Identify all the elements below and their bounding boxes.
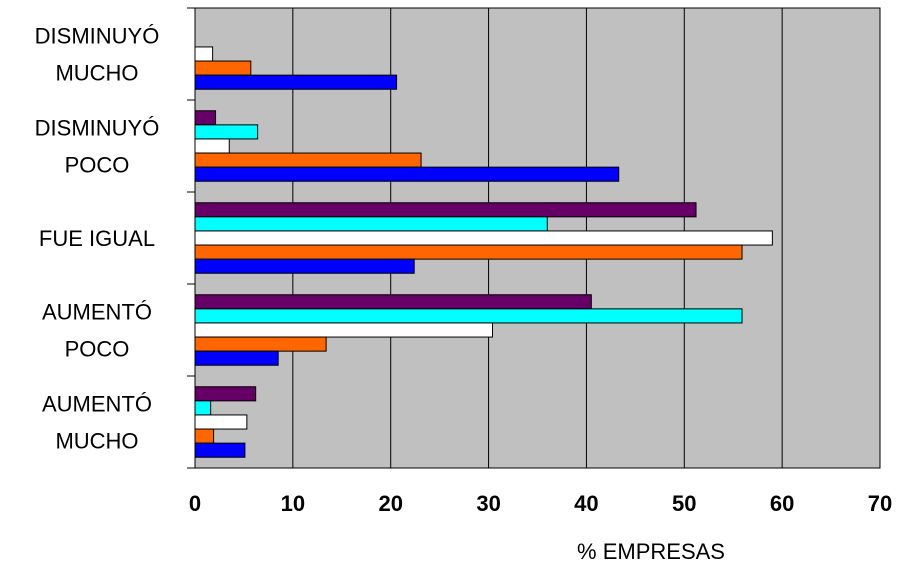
bar xyxy=(194,350,279,366)
x-tick-label: 20 xyxy=(378,491,402,516)
bar xyxy=(194,110,217,126)
bar xyxy=(194,74,398,90)
bar xyxy=(194,258,415,274)
bar xyxy=(194,308,743,324)
x-tick-labels: 0 10 20 30 40 50 60 70 xyxy=(189,491,892,516)
bar xyxy=(194,202,697,218)
category-label: AUMENTÓ MUCHO xyxy=(42,392,152,454)
bar xyxy=(194,124,259,140)
bar xyxy=(194,428,215,444)
bar xyxy=(194,442,246,458)
bar xyxy=(194,322,493,338)
category-label: FUE IGUAL xyxy=(39,226,155,251)
category-labels: DISMINUYÓ MUCHO DISMINUYÓ POCO FUE IGUAL AUME… xyxy=(35,24,160,454)
bar xyxy=(194,152,422,168)
bar xyxy=(194,294,592,310)
x-tick-label: 60 xyxy=(770,491,794,516)
bar xyxy=(194,386,257,402)
x-tick-label: 0 xyxy=(189,491,201,516)
x-tick-label: 50 xyxy=(672,491,696,516)
category-label: DISMINUYÓ MUCHO xyxy=(35,24,160,86)
x-tick-label: 10 xyxy=(281,491,305,516)
axes xyxy=(187,7,880,469)
bar xyxy=(194,216,548,232)
category-label: AUMENTÓ POCO xyxy=(42,300,152,362)
x-tick-label: 30 xyxy=(476,491,500,516)
category-label: DISMINUYÓ POCO xyxy=(35,116,160,178)
bar xyxy=(194,336,327,352)
bar xyxy=(194,138,230,154)
x-axis-title: % EMPRESAS xyxy=(577,539,725,564)
bar xyxy=(194,166,620,182)
bar xyxy=(194,60,252,76)
bar xyxy=(194,244,743,260)
x-tick-label: 40 xyxy=(574,491,598,516)
x-tick-label: 70 xyxy=(868,491,892,516)
bars xyxy=(194,46,773,458)
bar xyxy=(194,46,214,62)
bar xyxy=(194,230,773,246)
bar xyxy=(194,414,248,430)
bar xyxy=(194,400,212,416)
